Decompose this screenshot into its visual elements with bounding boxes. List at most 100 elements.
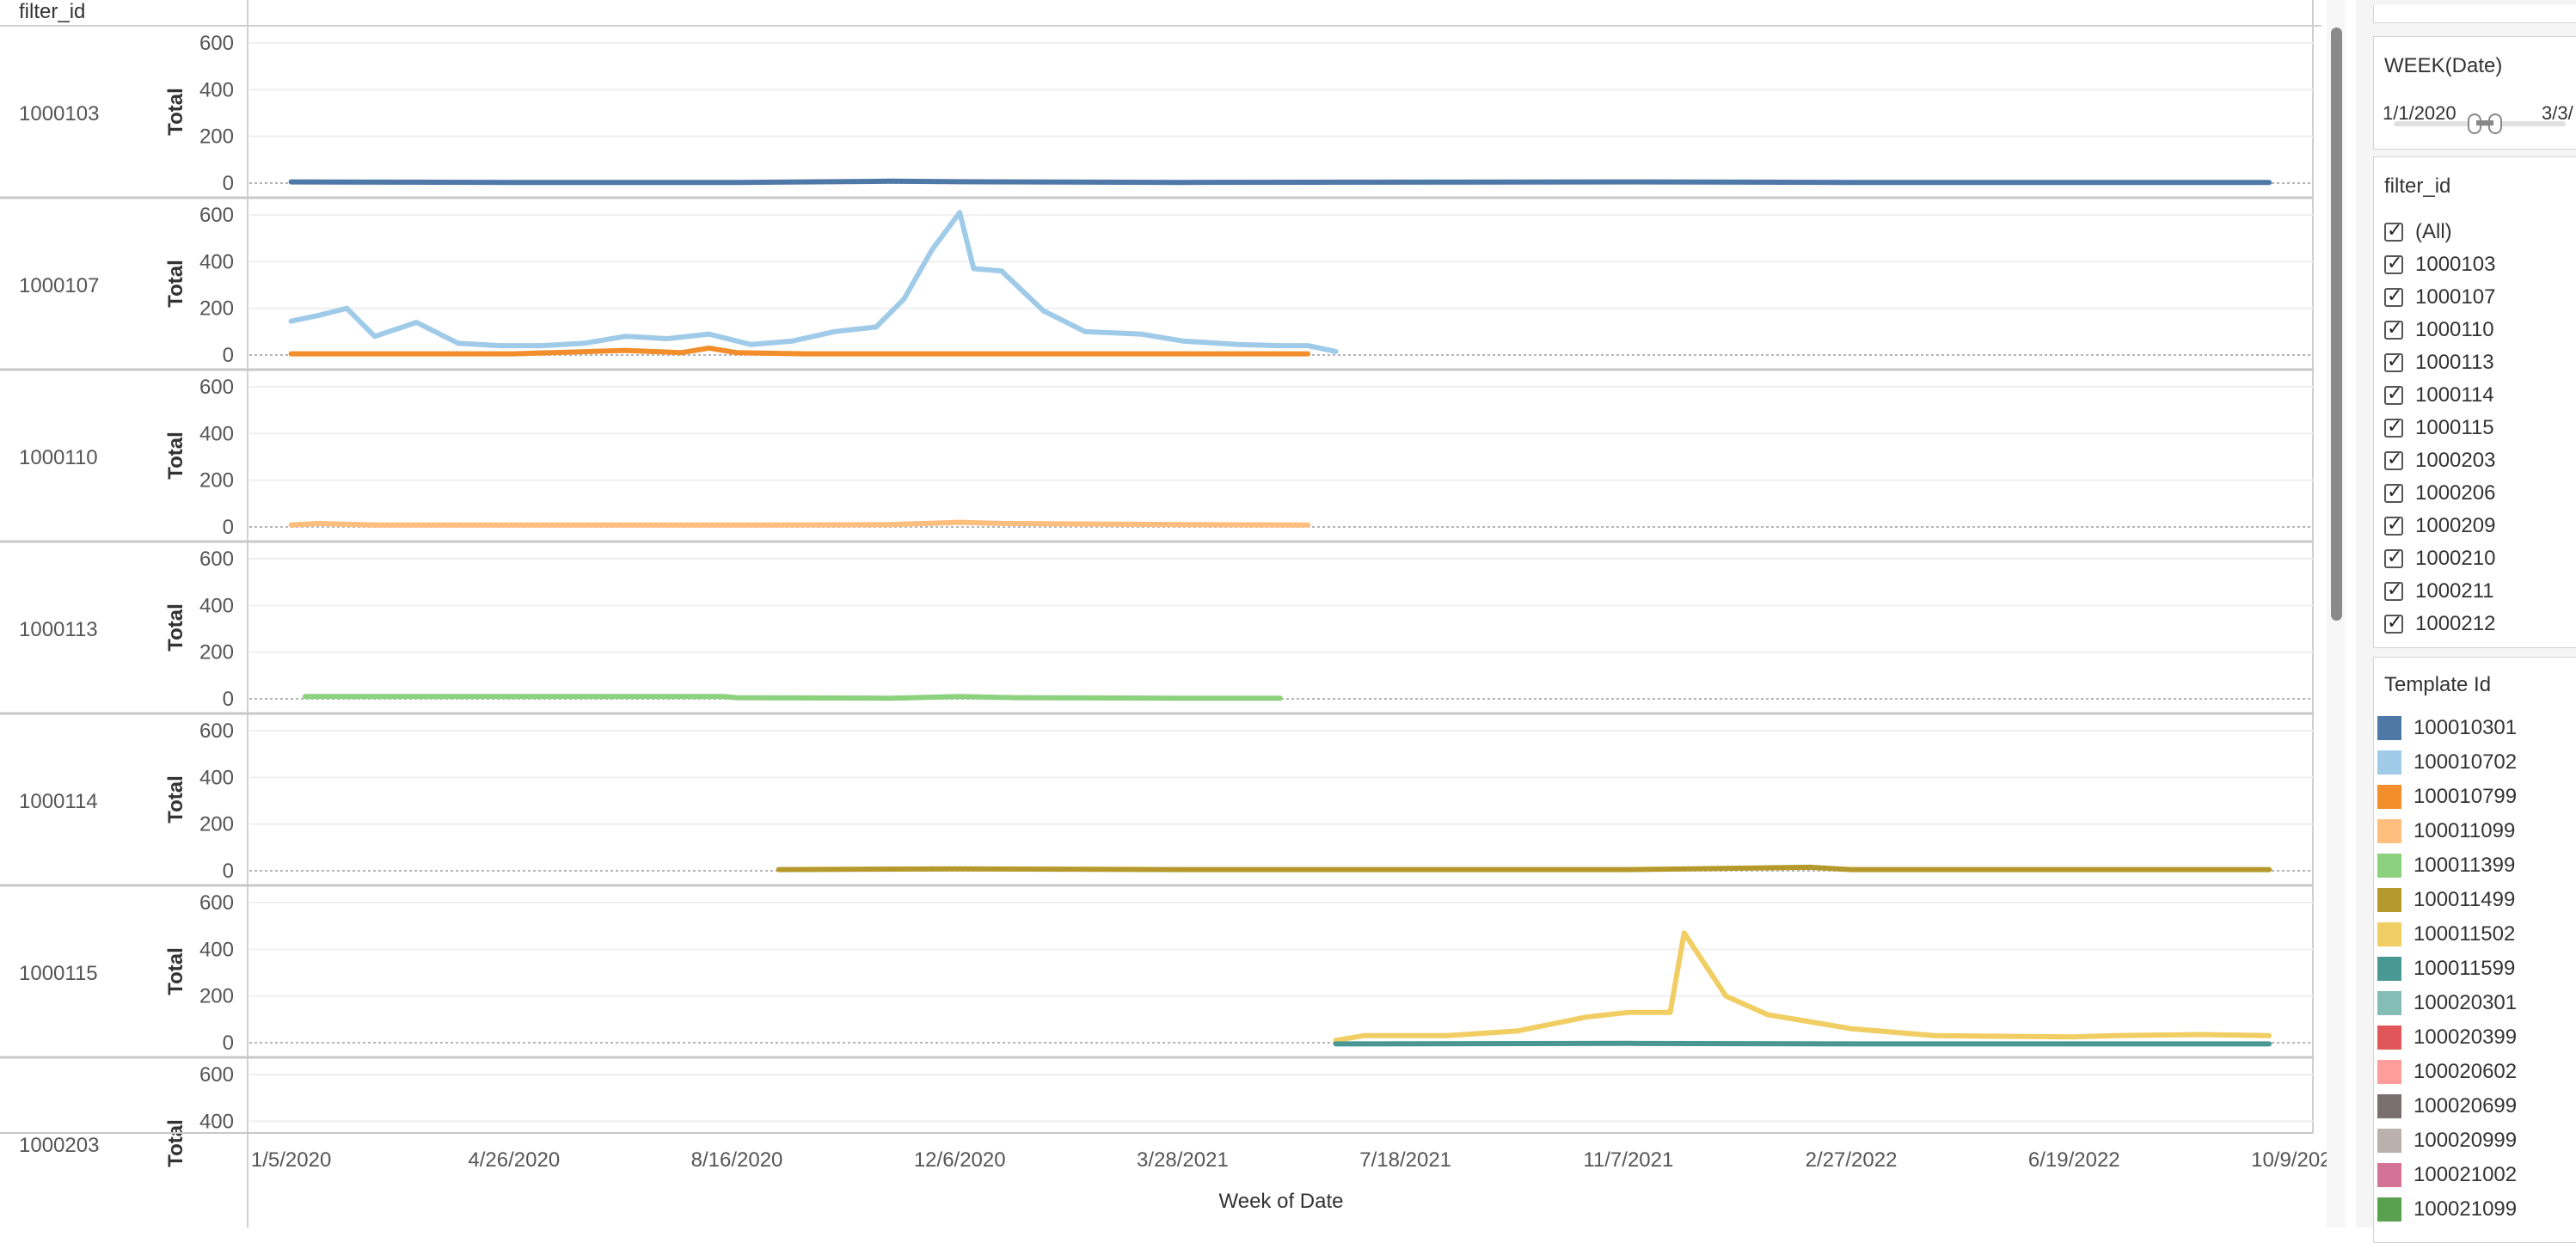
- checkbox-checked-icon[interactable]: [2384, 383, 2403, 405]
- date-slider-range: [2476, 120, 2493, 126]
- x-tick-label: 7/18/2021: [1359, 1148, 1451, 1172]
- checkbox-checked-icon[interactable]: [2384, 220, 2403, 242]
- checkbox-checked-icon[interactable]: [2384, 514, 2403, 536]
- filter-checkbox-item[interactable]: 1000103: [2384, 248, 2495, 281]
- y-tick-label: 400: [199, 78, 234, 101]
- legend-item-label: 100011599: [2413, 957, 2516, 980]
- legend-item-label: 100021099: [2413, 1197, 2518, 1221]
- filter-checkbox-item[interactable]: 1000211: [2384, 575, 2494, 608]
- panel-label: 1000113: [19, 618, 98, 641]
- filter-item-label: 1000113: [2415, 351, 2494, 374]
- y-tick-label: 0: [223, 172, 234, 195]
- filter-item-label: 1000212: [2415, 612, 2496, 635]
- legend-item[interactable]: 100010799: [2377, 780, 2517, 814]
- filter-item-label: 1000115: [2415, 416, 2494, 439]
- legend-item[interactable]: 100020999: [2377, 1124, 2517, 1158]
- legend-swatch: [2377, 1094, 2401, 1118]
- id-filter-card: filter_id (All) 1000103 1000107 1000110 1000…: [2373, 156, 2576, 648]
- filter-checkbox-item[interactable]: 1000110: [2384, 314, 2494, 346]
- legend-item[interactable]: 100010301: [2377, 711, 2517, 745]
- filter-item-label: 1000110: [2415, 318, 2494, 341]
- y-axis-title: Total: [164, 1119, 187, 1167]
- legend-item[interactable]: 100011599: [2377, 952, 2515, 986]
- legend-swatch: [2377, 1060, 2401, 1084]
- series-line-100010799: [288, 345, 1311, 357]
- legend-item-label: 100020999: [2413, 1129, 2518, 1152]
- checkbox-checked-icon[interactable]: [2384, 449, 2403, 470]
- y-tick-label: 0: [223, 688, 234, 711]
- legend-swatch: [2377, 785, 2401, 809]
- checkbox-checked-icon[interactable]: [2384, 285, 2403, 307]
- panel-label: 1000203: [19, 1134, 99, 1157]
- filter-item-label: 1000209: [2415, 514, 2496, 537]
- legend-item[interactable]: 100020399: [2377, 1020, 2517, 1055]
- legend-item[interactable]: 100020699: [2377, 1089, 2517, 1124]
- legend-item[interactable]: 100020602: [2377, 1055, 2517, 1089]
- filter-checkbox-item[interactable]: 1000115: [2384, 412, 2494, 444]
- y-axis-title: Total: [164, 88, 187, 136]
- checkbox-checked-icon[interactable]: [2384, 547, 2403, 568]
- y-tick-label: 200: [199, 985, 234, 1008]
- filter-item-label: 1000114: [2415, 383, 2494, 407]
- filter-checkbox-item[interactable]: 1000203: [2384, 444, 2495, 477]
- checkbox-checked-icon[interactable]: [2384, 351, 2403, 372]
- y-tick-label: 600: [199, 548, 234, 571]
- y-tick-label: 400: [199, 250, 234, 273]
- filter-checkbox-item[interactable]: 1000114: [2384, 379, 2494, 412]
- filter-checkbox-item[interactable]: (All): [2384, 216, 2452, 248]
- legend-item[interactable]: 100021002: [2377, 1158, 2517, 1192]
- panel-label: 1000114: [19, 790, 98, 813]
- filter-checkbox-item[interactable]: 1000209: [2384, 510, 2495, 542]
- legend-item-label: 100020399: [2413, 1026, 2518, 1049]
- filter-checkbox-item[interactable]: 1000206: [2384, 477, 2495, 510]
- legend-swatch: [2377, 1026, 2401, 1050]
- x-tick-label: 4/26/2020: [468, 1148, 560, 1172]
- checkbox-checked-icon[interactable]: [2384, 612, 2403, 634]
- panel-label: 1000107: [19, 274, 99, 297]
- checkbox-checked-icon[interactable]: [2384, 318, 2403, 340]
- y-tick-label: 0: [223, 1032, 234, 1055]
- legend-item[interactable]: 100011499: [2377, 883, 2515, 917]
- x-tick-label: 2/27/2022: [1806, 1148, 1898, 1172]
- id-filter-title: filter_id: [2384, 175, 2451, 198]
- legend-swatch: [2377, 854, 2401, 878]
- y-tick-label: 400: [199, 938, 234, 961]
- legend-swatch: [2377, 888, 2401, 912]
- legend-item-label: 100020301: [2413, 991, 2518, 1014]
- legend-swatch: [2377, 957, 2401, 981]
- y-axis-title: Total: [164, 603, 187, 652]
- filter-checkbox-item[interactable]: 1000113: [2384, 346, 2494, 379]
- legend-item[interactable]: 100011502: [2377, 917, 2515, 952]
- checkbox-checked-icon[interactable]: [2384, 416, 2403, 438]
- legend-item-label: 100020602: [2413, 1060, 2518, 1083]
- legend-item[interactable]: 100011099: [2377, 814, 2515, 848]
- y-tick-label: 0: [223, 516, 234, 539]
- filter-item-label: 1000203: [2415, 449, 2496, 472]
- filter-checkbox-item[interactable]: 1000107: [2384, 281, 2495, 314]
- legend-item[interactable]: 100020301: [2377, 986, 2517, 1020]
- series-line-100011099: [288, 519, 1311, 528]
- series-line-100011502: [1333, 930, 2272, 1044]
- series-line-100010301: [288, 178, 2272, 186]
- y-tick-label: 600: [199, 32, 234, 55]
- filter-checkbox-item[interactable]: 1000212: [2384, 608, 2495, 640]
- y-tick-label: 600: [199, 891, 234, 915]
- y-tick-label: 200: [199, 297, 234, 321]
- legend-swatch: [2377, 1197, 2401, 1222]
- filter-item-label: 1000210: [2415, 547, 2496, 570]
- legend-item-label: 100011099: [2413, 819, 2516, 842]
- row-dimension-header: filter_id: [19, 0, 86, 23]
- legend-item[interactable]: 100021099: [2377, 1192, 2517, 1227]
- x-tick-label: 6/19/2022: [2028, 1148, 2120, 1172]
- x-tick-label: 12/6/2020: [914, 1148, 1006, 1172]
- filter-checkbox-item[interactable]: 1000210: [2384, 542, 2495, 575]
- checkbox-checked-icon[interactable]: [2384, 481, 2403, 503]
- checkbox-checked-icon[interactable]: [2384, 253, 2403, 274]
- legend-item[interactable]: 100011399: [2377, 848, 2515, 883]
- panel-label: 1000110: [19, 446, 98, 469]
- scrollbar-thumb[interactable]: [2331, 28, 2342, 621]
- legend-item[interactable]: 100010702: [2377, 745, 2517, 780]
- legend-item-label: 100010702: [2413, 750, 2518, 774]
- checkbox-checked-icon[interactable]: [2384, 579, 2403, 601]
